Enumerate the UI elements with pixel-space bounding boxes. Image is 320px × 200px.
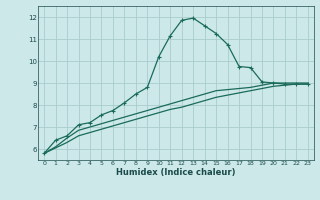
X-axis label: Humidex (Indice chaleur): Humidex (Indice chaleur)	[116, 168, 236, 177]
